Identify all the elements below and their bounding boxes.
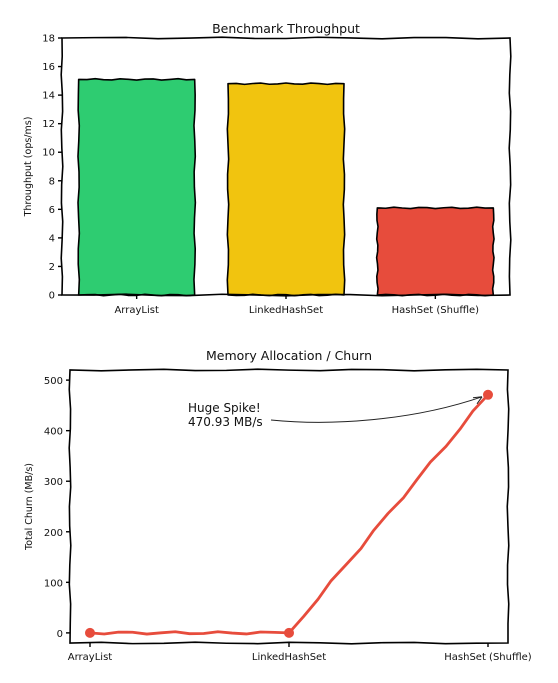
x-tick-label: LinkedHashSet: [252, 652, 326, 663]
annotation-value: 470.93 MB/s: [188, 415, 263, 429]
y-tick-label: 2: [49, 262, 55, 273]
x-tick-label: ArrayList: [68, 652, 112, 663]
chart-title: Memory Allocation / Churn: [206, 348, 372, 363]
data-point: [284, 627, 294, 638]
bar: [77, 77, 197, 297]
x-tick-label: HashSet (Shuffle): [444, 652, 532, 663]
annotation-text: Huge Spike!: [188, 401, 261, 415]
plot-frame: [68, 368, 510, 645]
y-tick-label: 200: [44, 528, 63, 539]
y-tick-label: 6: [49, 205, 55, 216]
data-point: [85, 627, 95, 638]
y-tick-label: 100: [44, 578, 63, 589]
bar: [226, 82, 346, 297]
chart-title: Benchmark Throughput: [212, 21, 360, 36]
annotation-arrow: [270, 396, 483, 423]
y-tick-label: 400: [44, 427, 63, 438]
y-tick-label: 18: [42, 34, 55, 45]
y-tick-label: 0: [57, 629, 63, 640]
y-tick-label: 10: [42, 148, 55, 159]
bar: [375, 206, 495, 297]
annotation-arrowhead: [472, 396, 483, 405]
y-tick-label: 500: [44, 376, 63, 387]
x-tick-label: HashSet (Shuffle): [392, 305, 480, 316]
throughput-bar-chart: Benchmark Throughput ArrayList LinkedHashS…: [23, 21, 512, 316]
y-tick-label: 4: [49, 233, 55, 244]
data-point: [483, 389, 493, 400]
y-tick-label: 8: [49, 176, 55, 187]
memory-churn-line-chart: Memory Allocation / Churn 0 100 200 300 400 50…: [24, 348, 532, 663]
y-axis-label: Throughput (ops/ms): [23, 117, 34, 218]
y-tick-label: 300: [44, 477, 63, 488]
x-tick-label: ArrayList: [114, 305, 158, 316]
y-tick-label: 14: [42, 91, 55, 102]
series-line: [88, 393, 490, 636]
y-axis-label: Total Churn (MB/s): [24, 463, 35, 551]
y-tick-label: 12: [42, 119, 55, 130]
y-tick-label: 0: [49, 291, 55, 302]
x-tick-label: LinkedHashSet: [249, 305, 323, 316]
y-tick-label: 16: [42, 62, 55, 73]
